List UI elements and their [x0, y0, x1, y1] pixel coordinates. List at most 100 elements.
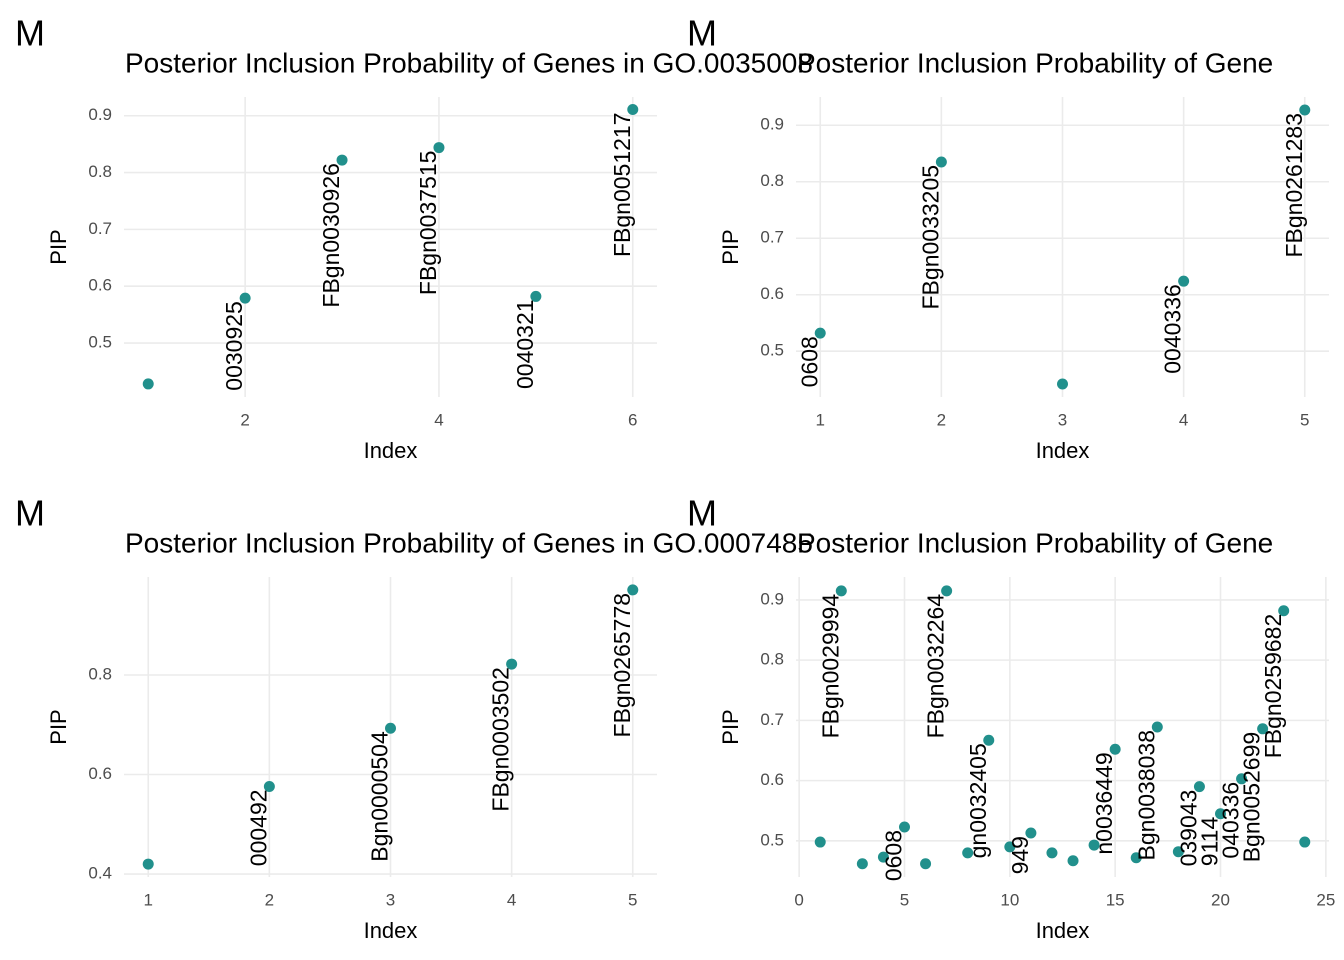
point: [1109, 743, 1121, 755]
point: [814, 327, 826, 339]
point: [856, 858, 868, 870]
x-axis-title: Index: [364, 438, 418, 463]
gene-label: gn0032405: [965, 743, 991, 858]
x-tick-label: 6: [628, 410, 637, 429]
point: [336, 154, 348, 166]
y-tick-label: 0.6: [760, 284, 784, 303]
panel-tag: M: [687, 13, 717, 54]
x-tick-label: 4: [434, 410, 443, 429]
y-tick-label: 0.5: [760, 341, 784, 360]
gene-label: Bgn0038038: [1133, 730, 1159, 860]
point: [142, 378, 154, 390]
chart-title: Posterior Inclusion Probability of Genes…: [125, 527, 813, 558]
point: [1004, 841, 1016, 853]
panel-tag: M: [15, 13, 45, 54]
x-tick-label: 0: [794, 890, 803, 909]
gene-label: 0040321: [512, 299, 538, 389]
gene-label: FBgn0265778: [609, 593, 635, 738]
point: [263, 780, 275, 792]
x-axis-title: Index: [1036, 438, 1090, 463]
point: [920, 858, 932, 870]
y-tick-label: 0.8: [88, 664, 112, 683]
y-tick-label: 0.7: [760, 710, 784, 729]
point: [1172, 846, 1184, 858]
point: [898, 821, 910, 833]
y-axis-title: PIP: [718, 229, 743, 264]
gene-label: n0036449: [1091, 752, 1117, 854]
y-tick-label: 0.7: [760, 228, 784, 247]
gene-label: FBgn0259682: [1260, 614, 1286, 759]
x-tick-label: 5: [900, 890, 909, 909]
x-tick-label: 2: [240, 410, 249, 429]
point: [1278, 605, 1290, 617]
point: [1178, 275, 1190, 287]
x-tick-label: 4: [507, 890, 516, 909]
x-tick-label: 15: [1106, 890, 1125, 909]
y-tick-label: 0.8: [88, 162, 112, 181]
point: [983, 734, 995, 746]
point: [1025, 827, 1037, 839]
x-tick-label: 25: [1316, 890, 1335, 909]
y-axis-title: PIP: [46, 709, 71, 744]
point: [835, 585, 847, 597]
point: [433, 142, 445, 154]
point: [506, 658, 518, 670]
y-tick-label: 0.8: [760, 650, 784, 669]
point: [1151, 721, 1163, 733]
gene-label: FBgn0030926: [318, 163, 344, 308]
gene-label: FBgn0032264: [923, 594, 949, 739]
x-tick-label: 3: [386, 890, 395, 909]
y-tick-label: 0.6: [88, 764, 112, 783]
gene-label: 0608: [881, 830, 907, 881]
gene-label: 9114: [1197, 817, 1223, 867]
point: [962, 847, 974, 859]
gene-label: FBgn0029994: [817, 594, 843, 739]
gene-label: FBgn0261283: [1281, 113, 1307, 258]
y-tick-label: 0.5: [760, 830, 784, 849]
x-tick-label: 4: [1179, 410, 1188, 429]
x-axis-title: Index: [364, 918, 418, 943]
x-tick-label: 3: [1058, 410, 1067, 429]
point: [1215, 808, 1227, 820]
point: [1088, 839, 1100, 851]
point: [941, 585, 953, 597]
y-tick-label: 0.8: [760, 171, 784, 190]
y-tick-label: 0.9: [760, 115, 784, 134]
panel-tag: M: [687, 493, 717, 534]
y-axis-title: PIP: [46, 229, 71, 264]
gene-label: 039043: [1176, 790, 1202, 867]
y-tick-label: 0.5: [88, 333, 112, 352]
point: [1193, 781, 1205, 793]
x-tick-label: 10: [1000, 890, 1019, 909]
gene-label: FBgn0051217: [609, 113, 635, 258]
gene-label: 0030925: [221, 301, 247, 391]
x-tick-label: 2: [937, 410, 946, 429]
gene-label: 0040336: [1160, 284, 1186, 374]
x-tick-label: 20: [1211, 890, 1230, 909]
gene-label: Bgn0000504: [367, 731, 393, 862]
x-tick-label: 2: [265, 890, 274, 909]
chart-title: Posterior Inclusion Probability of Genes…: [125, 47, 813, 78]
point: [627, 584, 639, 596]
point: [1130, 852, 1142, 864]
gene-label: FBgn0033205: [917, 165, 943, 310]
chart-title: Posterior Inclusion Probability of Gene: [797, 527, 1273, 558]
gene-label: 000492: [245, 789, 271, 866]
point: [239, 292, 251, 304]
x-tick-label: 5: [1300, 410, 1309, 429]
x-tick-label: 1: [143, 890, 152, 909]
gene-label: 040336: [1218, 782, 1244, 859]
panel-tag: M: [15, 493, 45, 534]
point: [1299, 104, 1311, 116]
gene-label: 0608: [796, 336, 822, 387]
y-tick-label: 0.9: [760, 589, 784, 608]
gene-label: Bgn0052699: [1239, 732, 1265, 862]
point: [1299, 836, 1311, 848]
y-tick-label: 0.9: [88, 105, 112, 124]
y-tick-label: 0.6: [88, 276, 112, 295]
gene-label: 949: [1007, 836, 1033, 874]
gene-label: FBgn0037515: [415, 151, 441, 296]
point: [1067, 855, 1079, 867]
gene-label: FBgn0003502: [488, 667, 514, 812]
